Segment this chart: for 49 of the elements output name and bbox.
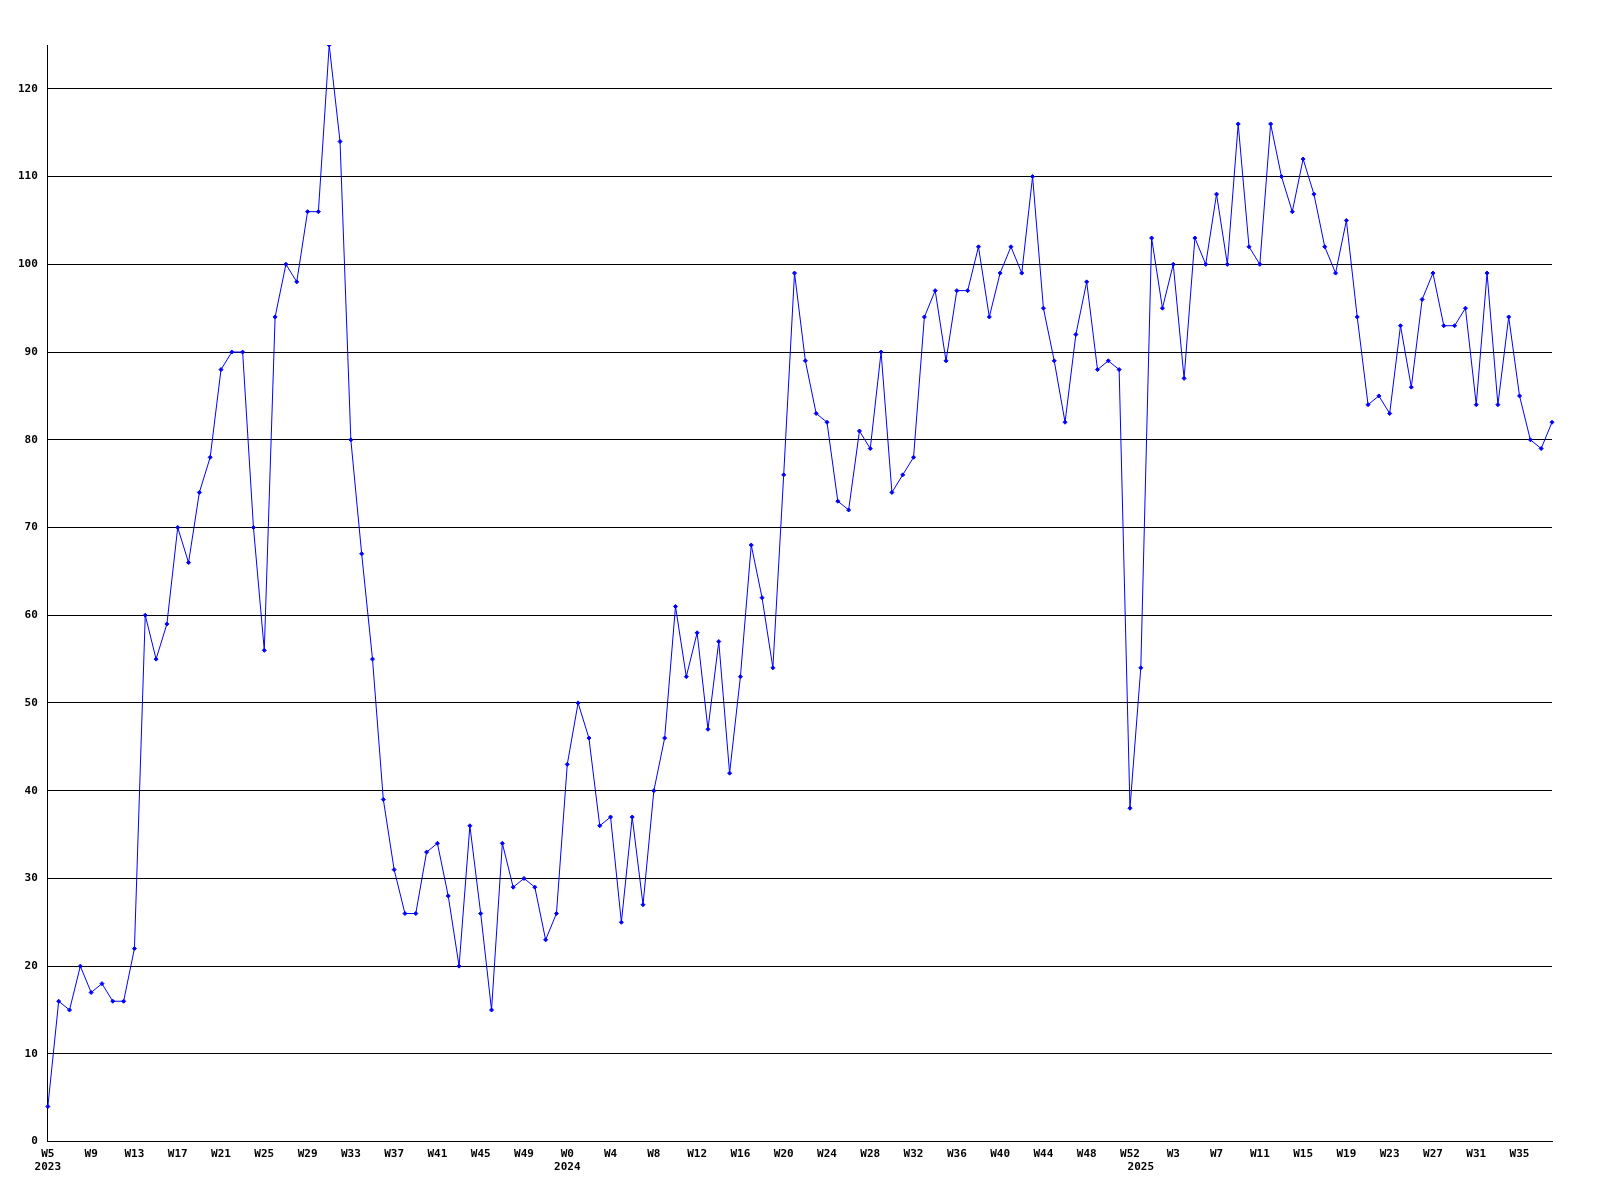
x-tick-label: W49 [514,1147,534,1161]
x-tick-label: W33 [340,1147,361,1161]
x-tick-label: W7 [1209,1147,1224,1161]
y-tick-label: 70 [24,520,38,534]
x-tick-label: W31 [1466,1147,1487,1161]
x-tick-label: W40 [990,1147,1011,1161]
y-tick-label: 10 [24,1046,38,1060]
x-tick-label: W11 [1249,1147,1271,1161]
y-tick-label: 120 [17,81,38,95]
x-tick-label: W28 [860,1147,881,1161]
x-tick-label: W9 [84,1147,98,1161]
x-tick-label: 2025 [1127,1160,1155,1174]
x-tick-label: W32 [903,1147,924,1161]
x-tick-label: W16 [730,1147,751,1161]
x-tick-label: W44 [1033,1147,1054,1161]
x-tick-label: W5 2023 [34,1147,62,1174]
x-tick-label: W13 [124,1147,145,1161]
y-tick-label: 80 [24,432,38,446]
x-tick-label: W21 [211,1147,232,1161]
x-tick-label: W0 2024 [554,1147,581,1174]
y-tick-label: 90 [24,344,38,358]
y-tick-label: 20 [24,959,38,972]
x-tick-label: W36 [946,1147,968,1161]
y-tick-label: 110 [17,169,38,183]
x-tick-label: W27 [1423,1147,1443,1161]
x-tick-label: W41 [427,1147,448,1161]
x-tick-label: W35 [1509,1147,1530,1161]
y-tick-label: 30 [24,871,38,885]
x-tick-label: W3 [1166,1147,1180,1161]
x-tick-label: W29 [297,1147,318,1161]
y-tick-label: 60 [24,608,38,622]
x-tick-label: W45 [470,1147,491,1161]
x-tick-label: W25 [254,1147,275,1161]
x-tick-label: W8 [647,1147,661,1161]
x-tick-label: W24 [817,1147,838,1161]
x-tick-label: W4 [603,1147,618,1161]
y-tick-label: 100 [17,257,38,271]
x-tick-label: W15 [1293,1147,1314,1161]
x-tick-label: W20 [773,1147,794,1161]
y-tick-label: 50 [24,695,38,709]
x-tick-label: W23 [1379,1147,1400,1161]
x-tick-label: W52 [1120,1147,1140,1161]
y-tick-label: 40 [24,783,38,797]
x-tick-label: W48 [1076,1147,1097,1161]
x-tick-label: W12 [687,1147,708,1161]
x-tick-label: W37 [384,1147,405,1161]
x-tick-label: W17 [167,1147,188,1161]
x-tick-label: W19 [1336,1147,1357,1161]
y-tick-label: 0 [31,1134,38,1148]
